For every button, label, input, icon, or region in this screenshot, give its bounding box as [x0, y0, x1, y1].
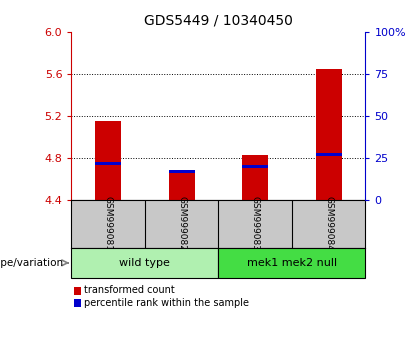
Title: GDS5449 / 10340450: GDS5449 / 10340450 — [144, 14, 293, 28]
Text: GSM999081: GSM999081 — [104, 196, 113, 251]
Bar — [242, 155, 268, 200]
Text: GSM999082: GSM999082 — [177, 196, 186, 251]
Text: percentile rank within the sample: percentile rank within the sample — [84, 298, 249, 308]
Bar — [169, 170, 194, 200]
Bar — [95, 162, 121, 165]
Bar — [316, 69, 341, 200]
Text: GSM999084: GSM999084 — [324, 196, 333, 251]
Text: transformed count: transformed count — [84, 285, 175, 295]
Bar — [316, 153, 341, 156]
Text: wild type: wild type — [119, 258, 171, 268]
Bar — [169, 170, 194, 173]
Bar — [242, 165, 268, 168]
Bar — [95, 121, 121, 200]
Text: mek1 mek2 null: mek1 mek2 null — [247, 258, 337, 268]
Text: GSM999083: GSM999083 — [251, 196, 260, 251]
Text: genotype/variation: genotype/variation — [0, 258, 63, 268]
